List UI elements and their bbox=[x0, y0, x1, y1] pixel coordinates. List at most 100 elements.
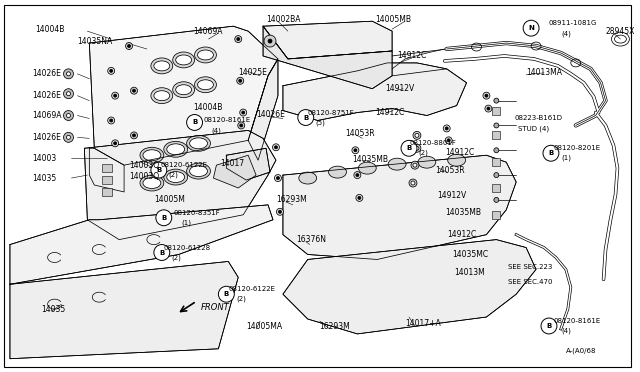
Text: SEE SEC.470: SEE SEC.470 bbox=[508, 279, 553, 285]
Text: 14912V: 14912V bbox=[385, 84, 415, 93]
Circle shape bbox=[356, 174, 359, 177]
Circle shape bbox=[109, 69, 113, 72]
Text: 14912C: 14912C bbox=[375, 108, 404, 117]
Circle shape bbox=[411, 161, 419, 169]
Text: 08120-8751F: 08120-8751F bbox=[308, 109, 355, 116]
Ellipse shape bbox=[198, 80, 213, 90]
Ellipse shape bbox=[195, 77, 216, 93]
Bar bbox=[102, 164, 112, 172]
Polygon shape bbox=[90, 148, 124, 192]
Circle shape bbox=[494, 173, 499, 177]
Circle shape bbox=[401, 140, 417, 156]
Circle shape bbox=[409, 179, 417, 187]
Polygon shape bbox=[263, 26, 392, 89]
Ellipse shape bbox=[164, 169, 188, 185]
Circle shape bbox=[132, 134, 136, 137]
Circle shape bbox=[415, 146, 419, 150]
Text: (2): (2) bbox=[236, 296, 246, 302]
Text: 14004B: 14004B bbox=[35, 25, 64, 33]
Text: 14025E: 14025E bbox=[238, 68, 267, 77]
Ellipse shape bbox=[151, 58, 173, 74]
Text: 14003Q: 14003Q bbox=[129, 161, 159, 170]
Text: B: B bbox=[547, 323, 552, 329]
Circle shape bbox=[63, 69, 74, 79]
Polygon shape bbox=[90, 26, 278, 165]
Circle shape bbox=[242, 111, 244, 114]
Circle shape bbox=[240, 124, 243, 127]
Ellipse shape bbox=[189, 166, 207, 177]
Text: 14026E: 14026E bbox=[32, 69, 61, 78]
Ellipse shape bbox=[167, 171, 185, 183]
Circle shape bbox=[494, 198, 499, 202]
Ellipse shape bbox=[358, 162, 376, 174]
Circle shape bbox=[237, 122, 244, 129]
Text: 14005MB: 14005MB bbox=[375, 15, 412, 24]
Circle shape bbox=[235, 36, 242, 42]
Text: A-(A0/68: A-(A0/68 bbox=[566, 347, 596, 354]
Text: 08120-8201E: 08120-8201E bbox=[554, 145, 601, 151]
Circle shape bbox=[411, 181, 415, 185]
Circle shape bbox=[240, 109, 246, 116]
Text: 14002BA: 14002BA bbox=[266, 15, 301, 24]
Circle shape bbox=[108, 117, 115, 124]
Circle shape bbox=[67, 72, 70, 76]
Circle shape bbox=[354, 149, 357, 152]
Bar bbox=[492, 131, 500, 140]
Circle shape bbox=[487, 107, 490, 110]
Bar bbox=[492, 158, 500, 166]
Circle shape bbox=[63, 132, 74, 142]
Text: 14053R: 14053R bbox=[435, 166, 465, 174]
Circle shape bbox=[445, 127, 448, 130]
Polygon shape bbox=[227, 148, 270, 180]
Circle shape bbox=[237, 77, 244, 84]
Ellipse shape bbox=[173, 82, 195, 98]
Text: FRONT: FRONT bbox=[200, 302, 229, 312]
Ellipse shape bbox=[154, 91, 170, 101]
Text: 14912C: 14912C bbox=[397, 51, 426, 61]
Circle shape bbox=[156, 210, 172, 226]
Text: 14035NA: 14035NA bbox=[77, 36, 113, 45]
Circle shape bbox=[218, 286, 234, 302]
Text: 14026E: 14026E bbox=[32, 91, 61, 100]
Circle shape bbox=[154, 244, 170, 260]
Circle shape bbox=[413, 131, 421, 140]
Circle shape bbox=[358, 196, 361, 199]
Text: B: B bbox=[224, 291, 229, 297]
Bar bbox=[102, 188, 112, 196]
Text: 14069A: 14069A bbox=[193, 27, 223, 36]
Circle shape bbox=[63, 110, 74, 121]
Text: 14004B: 14004B bbox=[193, 103, 223, 112]
Circle shape bbox=[444, 125, 450, 132]
Ellipse shape bbox=[195, 47, 216, 63]
Polygon shape bbox=[84, 131, 276, 240]
Circle shape bbox=[63, 89, 74, 99]
Ellipse shape bbox=[164, 141, 188, 157]
Text: (2): (2) bbox=[169, 172, 179, 178]
Bar bbox=[492, 107, 500, 115]
Ellipse shape bbox=[140, 147, 164, 163]
Polygon shape bbox=[10, 262, 238, 359]
Circle shape bbox=[483, 92, 490, 99]
Ellipse shape bbox=[388, 158, 406, 170]
Ellipse shape bbox=[198, 50, 213, 60]
Text: 08120-6122E: 08120-6122E bbox=[228, 286, 275, 292]
Text: (4): (4) bbox=[211, 127, 221, 134]
Circle shape bbox=[239, 79, 242, 82]
Text: 14035MB: 14035MB bbox=[353, 155, 388, 164]
Circle shape bbox=[543, 145, 559, 161]
Ellipse shape bbox=[299, 172, 317, 184]
Ellipse shape bbox=[143, 177, 161, 189]
Text: 14017: 14017 bbox=[220, 159, 244, 168]
Circle shape bbox=[523, 20, 539, 36]
Text: 16293M: 16293M bbox=[276, 195, 307, 204]
Text: 14026E: 14026E bbox=[256, 110, 285, 119]
Ellipse shape bbox=[167, 144, 185, 155]
Circle shape bbox=[111, 140, 118, 147]
Circle shape bbox=[276, 177, 280, 180]
Text: B: B bbox=[161, 215, 166, 221]
Circle shape bbox=[273, 144, 280, 151]
Text: 08120-6122E: 08120-6122E bbox=[161, 162, 208, 168]
Ellipse shape bbox=[140, 175, 164, 191]
Circle shape bbox=[494, 148, 499, 153]
Text: B: B bbox=[156, 167, 161, 173]
